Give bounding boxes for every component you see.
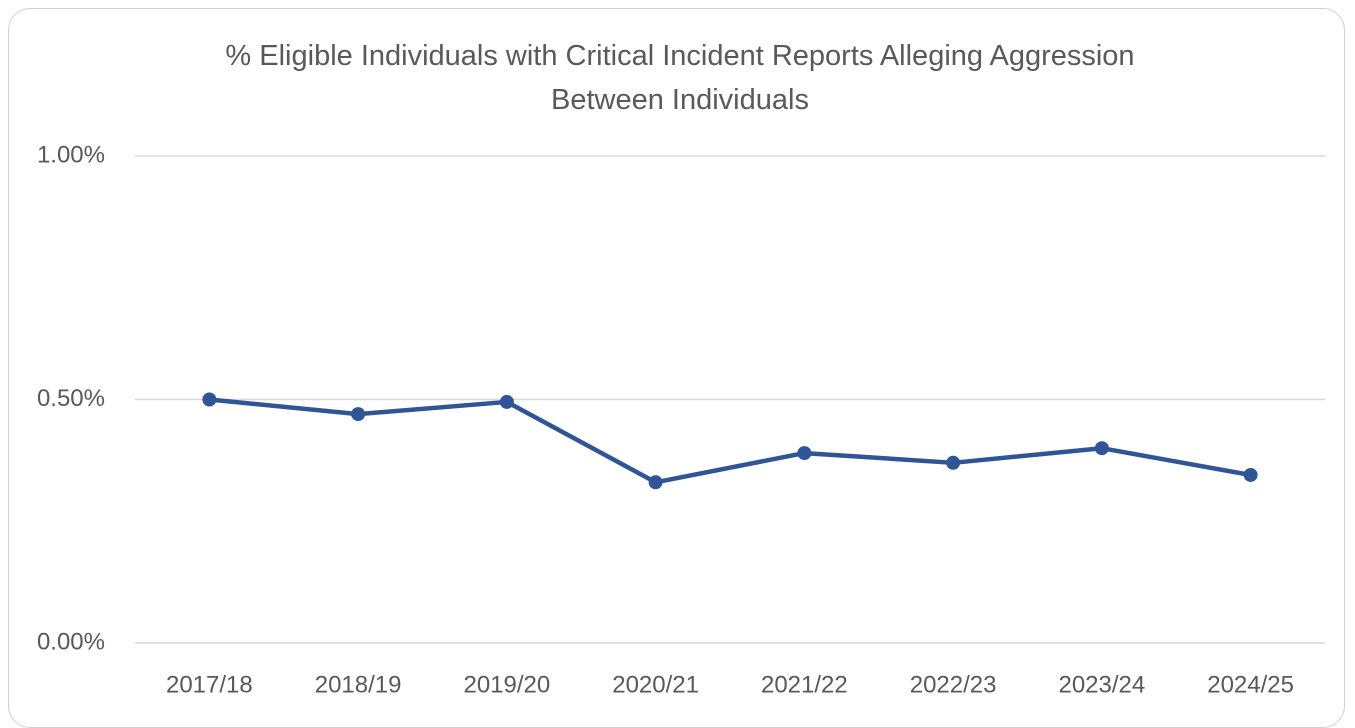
- x-tick-label: 2019/20: [463, 671, 550, 698]
- x-tick-label: 2022/23: [910, 671, 997, 698]
- x-tick-label: 2024/25: [1207, 671, 1294, 698]
- data-point: [499, 394, 514, 409]
- data-line: [209, 397, 1252, 485]
- chart-title: % Eligible Individuals with Critical Inc…: [225, 40, 1135, 116]
- y-tick-label: 1.00%: [37, 141, 105, 168]
- data-point: [648, 475, 663, 490]
- data-point: [202, 392, 217, 407]
- data-point: [1094, 441, 1109, 456]
- data-point: [1243, 467, 1258, 482]
- data-point: [946, 455, 961, 470]
- x-tick-label: 2021/22: [761, 671, 848, 698]
- x-tick-label: 2023/24: [1058, 671, 1145, 698]
- data-point: [797, 446, 812, 461]
- x-tick-label: 2020/21: [612, 671, 699, 698]
- y-tick-label: 0.50%: [37, 385, 105, 412]
- x-tick-label: 2018/19: [315, 671, 402, 698]
- x-tick-label: 2017/18: [166, 671, 253, 698]
- data-point: [351, 407, 366, 422]
- y-tick-label: 0.00%: [37, 628, 105, 655]
